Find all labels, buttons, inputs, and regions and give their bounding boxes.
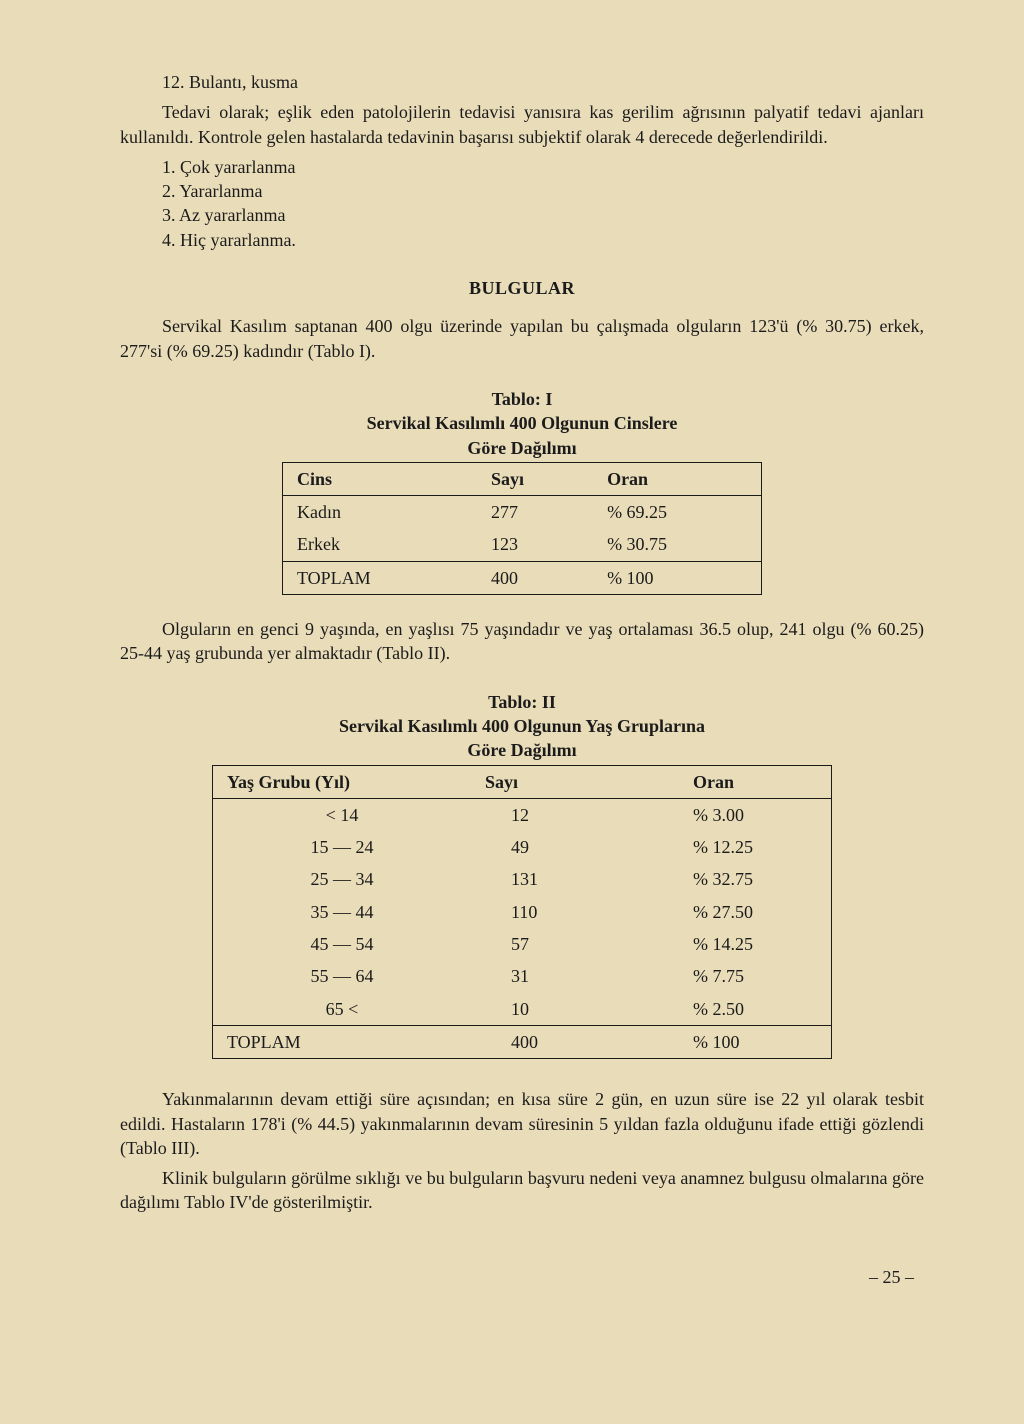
paragraph-findings-1: Servikal Kasılım saptanan 400 olgu üzeri… bbox=[120, 314, 924, 363]
table2-col-sayi: Sayı bbox=[471, 765, 679, 798]
page-number: – 25 – bbox=[120, 1265, 924, 1289]
table1-wrap: Cins Sayı Oran Kadın 277 % 69.25 Erkek 1… bbox=[120, 462, 924, 595]
table1-total-count: 400 bbox=[477, 561, 593, 594]
list-item: 3. Az yararlanma bbox=[162, 203, 924, 227]
table2-caption-line3: Göre Dağılımı bbox=[467, 740, 576, 760]
table1-cell: % 69.25 bbox=[593, 496, 761, 529]
paragraph-treatment: Tedavi olarak; eşlik eden patolojilerin … bbox=[120, 100, 924, 149]
table1-cell: Erkek bbox=[283, 528, 477, 561]
table1-cell: Kadın bbox=[283, 496, 477, 529]
table-gender: Cins Sayı Oran Kadın 277 % 69.25 Erkek 1… bbox=[282, 462, 762, 595]
table2-cell: % 3.00 bbox=[679, 798, 832, 831]
table2-col-oran: Oran bbox=[679, 765, 832, 798]
table1-total-label: TOPLAM bbox=[283, 561, 477, 594]
table2-cell: 10 bbox=[471, 993, 679, 1026]
table2-total-pct: % 100 bbox=[679, 1025, 832, 1058]
table2-cell: 35 — 44 bbox=[213, 896, 472, 928]
table2-caption: Tablo: II Servikal Kasılımlı 400 Olgunun… bbox=[120, 690, 924, 763]
table1-cell: 277 bbox=[477, 496, 593, 529]
table-age-groups: Yaş Grubu (Yıl) Sayı Oran < 14 12 % 3.00… bbox=[212, 765, 832, 1060]
paragraph-findings-2: Olguların en genci 9 yaşında, en yaşlısı… bbox=[120, 617, 924, 666]
list-item: 4. Hiç yararlanma. bbox=[162, 228, 924, 252]
list-item: 2. Yararlanma bbox=[162, 179, 924, 203]
table1-caption-line2: Servikal Kasılımlı 400 Olgunun Cinslere bbox=[367, 413, 678, 433]
table1-col-cins: Cins bbox=[283, 462, 477, 495]
table2-caption-line2: Servikal Kasılımlı 400 Olgunun Yaş Grupl… bbox=[339, 716, 705, 736]
table2-cell: % 12.25 bbox=[679, 831, 832, 863]
paragraph-findings-3: Yakınmalarının devam ettiği süre açısınd… bbox=[120, 1087, 924, 1160]
paragraph-findings-4: Klinik bulguların görülme sıklığı ve bu … bbox=[120, 1166, 924, 1215]
table1-col-sayi: Sayı bbox=[477, 462, 593, 495]
table2-cell: % 32.75 bbox=[679, 863, 832, 895]
rating-list: 1. Çok yararlanma 2. Yararlanma 3. Az ya… bbox=[162, 155, 924, 252]
table1-cell: 123 bbox=[477, 528, 593, 561]
table2-cell: 131 bbox=[471, 863, 679, 895]
table2-cell: 110 bbox=[471, 896, 679, 928]
table2-col-age: Yaş Grubu (Yıl) bbox=[213, 765, 472, 798]
table2-cell: % 7.75 bbox=[679, 960, 832, 992]
table2-caption-line1: Tablo: II bbox=[488, 692, 556, 712]
table2-cell: 65 < bbox=[213, 993, 472, 1026]
table2-wrap: Yaş Grubu (Yıl) Sayı Oran < 14 12 % 3.00… bbox=[120, 765, 924, 1060]
table2-cell: % 27.50 bbox=[679, 896, 832, 928]
table1-caption-line3: Göre Dağılımı bbox=[467, 438, 576, 458]
table2-total-count: 400 bbox=[471, 1025, 679, 1058]
table1-caption: Tablo: I Servikal Kasılımlı 400 Olgunun … bbox=[120, 387, 924, 460]
section-heading-findings: BULGULAR bbox=[120, 276, 924, 300]
table1-cell: % 30.75 bbox=[593, 528, 761, 561]
table2-cell: 57 bbox=[471, 928, 679, 960]
table2-cell: 31 bbox=[471, 960, 679, 992]
table2-total-label: TOPLAM bbox=[213, 1025, 472, 1058]
list-item: 1. Çok yararlanma bbox=[162, 155, 924, 179]
table1-total-pct: % 100 bbox=[593, 561, 761, 594]
table2-cell: % 2.50 bbox=[679, 993, 832, 1026]
table1-col-oran: Oran bbox=[593, 462, 761, 495]
table2-cell: 49 bbox=[471, 831, 679, 863]
table2-cell: < 14 bbox=[213, 798, 472, 831]
page: 12. Bulantı, kusma Tedavi olarak; eşlik … bbox=[0, 0, 1024, 1329]
table2-cell: 55 — 64 bbox=[213, 960, 472, 992]
table2-cell: 25 — 34 bbox=[213, 863, 472, 895]
table1-caption-line1: Tablo: I bbox=[492, 389, 553, 409]
table2-cell: 12 bbox=[471, 798, 679, 831]
list-item-12-heading: 12. Bulantı, kusma bbox=[120, 70, 924, 94]
table2-cell: 45 — 54 bbox=[213, 928, 472, 960]
table2-cell: 15 — 24 bbox=[213, 831, 472, 863]
table2-cell: % 14.25 bbox=[679, 928, 832, 960]
